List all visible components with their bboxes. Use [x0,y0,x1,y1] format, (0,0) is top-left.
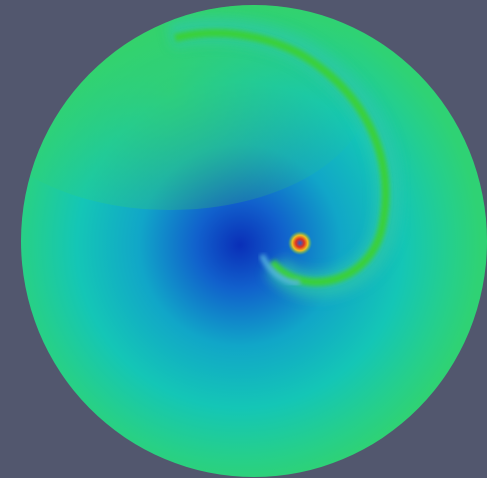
hot-spot [287,230,313,256]
spiral-arm [174,29,390,286]
inner-wake [259,253,301,286]
